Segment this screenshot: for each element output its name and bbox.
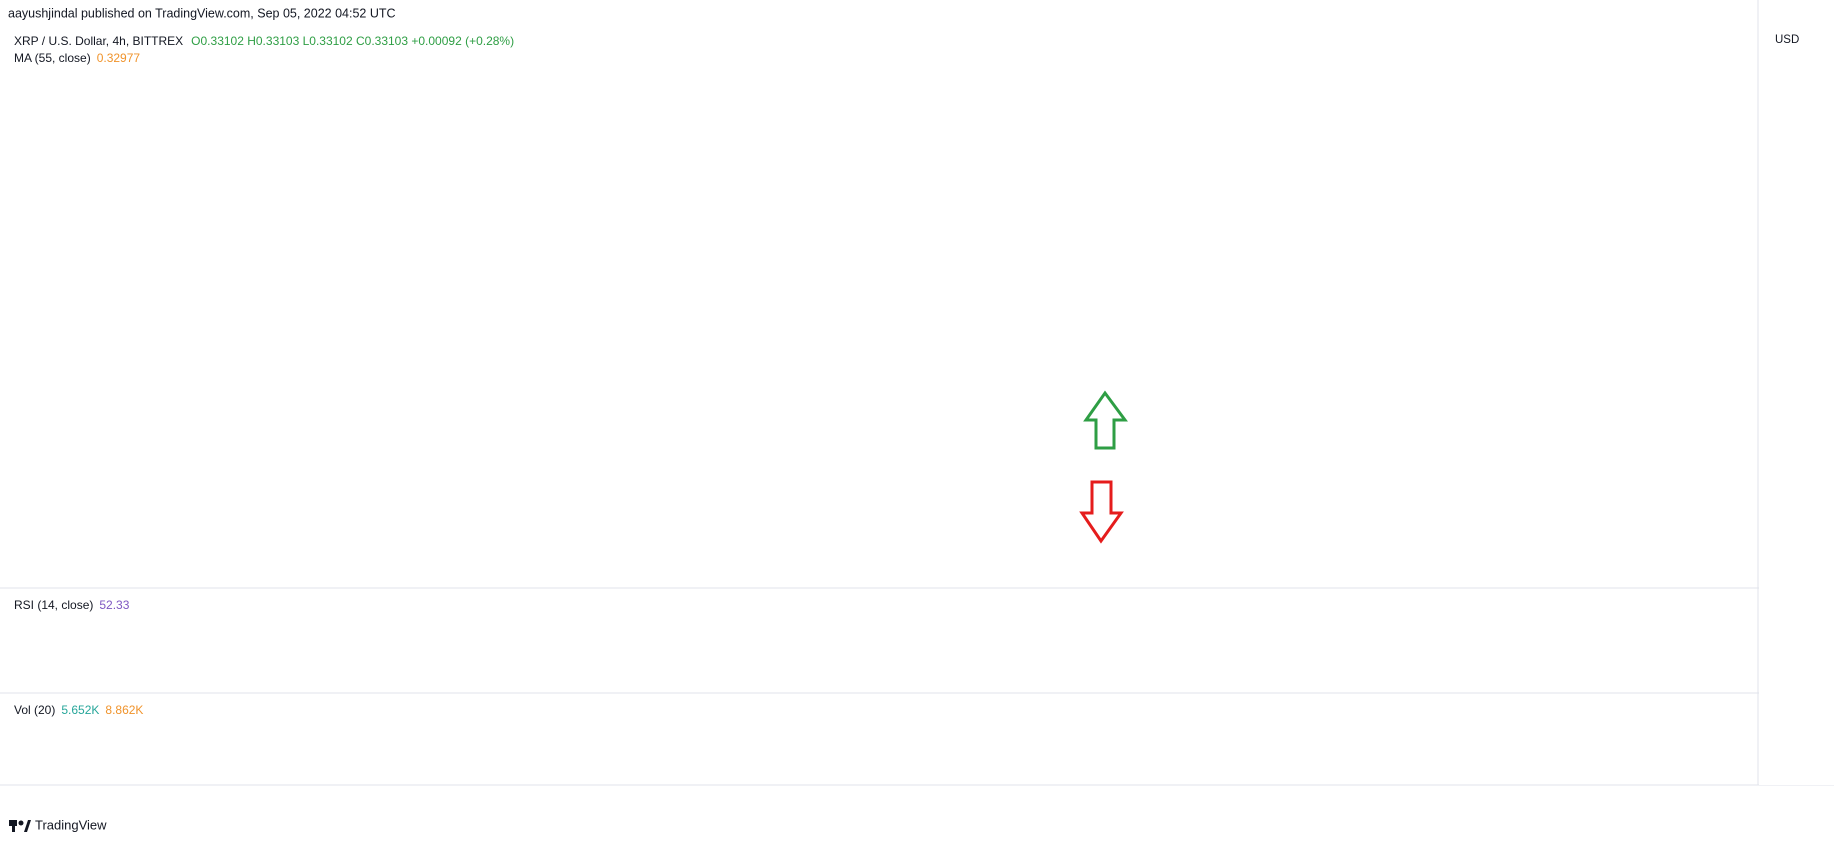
brand: TradingView (35, 817, 107, 832)
logo-part (18, 820, 24, 826)
down-arrow (1079, 480, 1124, 544)
logo-part (12, 820, 15, 832)
rsi-legend: RSI (14, close) 52.33 (14, 598, 130, 612)
currency: USD (1775, 34, 1799, 46)
up-arrow (1083, 390, 1128, 450)
arrows (1079, 390, 1128, 544)
ma-legend: MA (55, close) 0.32977 (14, 51, 140, 65)
brand-logo (9, 820, 31, 832)
frame (0, 0, 1834, 786)
symbol-line: XRP / U.S. Dollar, 4h, BITTREX O0.33102 H… (14, 34, 514, 48)
ohlc: O0.33102 H0.33103 L0.33102 C0.33103 +0.0… (191, 34, 514, 48)
ma-name: MA (55, close) (14, 51, 91, 65)
vol-ma-value: 8.862K (105, 703, 143, 717)
vol-value: 5.652K (61, 703, 99, 717)
publisher: aayushjindal published on TradingView.co… (8, 6, 396, 20)
rsi-name: RSI (14, close) (14, 598, 93, 612)
rsi-value: 52.33 (99, 598, 129, 612)
symbol: XRP / U.S. Dollar, 4h, BITTREX (14, 34, 183, 48)
ma-value: 0.32977 (97, 51, 141, 65)
logo-part (24, 820, 31, 832)
labels: aayushjindal published on TradingView.co… (8, 6, 1799, 832)
vol-name: Vol (20) (14, 703, 55, 717)
vol-legend: Vol (20) 5.652K 8.862K (14, 703, 143, 717)
price-axis-bg (1759, 0, 1834, 785)
